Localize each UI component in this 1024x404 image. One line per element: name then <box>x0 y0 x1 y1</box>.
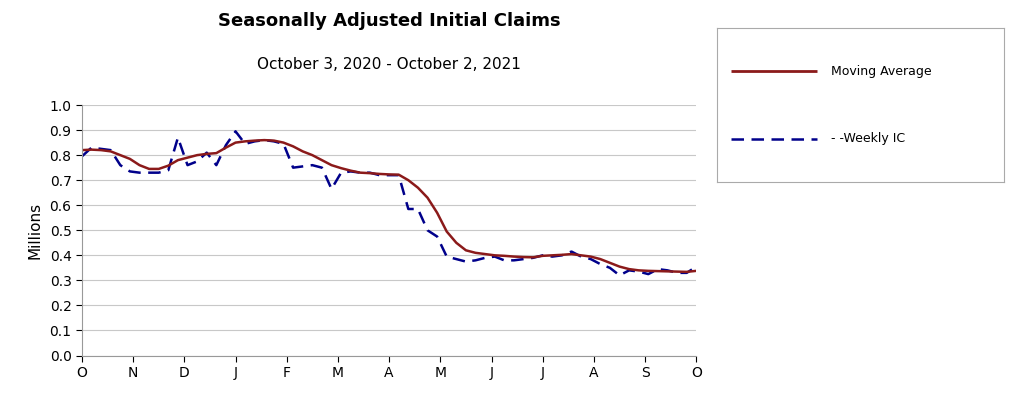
Y-axis label: Millions: Millions <box>28 202 43 259</box>
Text: October 3, 2020 - October 2, 2021: October 3, 2020 - October 2, 2021 <box>257 57 521 72</box>
Text: Seasonally Adjusted Initial Claims: Seasonally Adjusted Initial Claims <box>218 12 560 30</box>
Text: - -Weekly IC: - -Weekly IC <box>831 133 905 145</box>
Text: Moving Average: Moving Average <box>831 65 932 78</box>
